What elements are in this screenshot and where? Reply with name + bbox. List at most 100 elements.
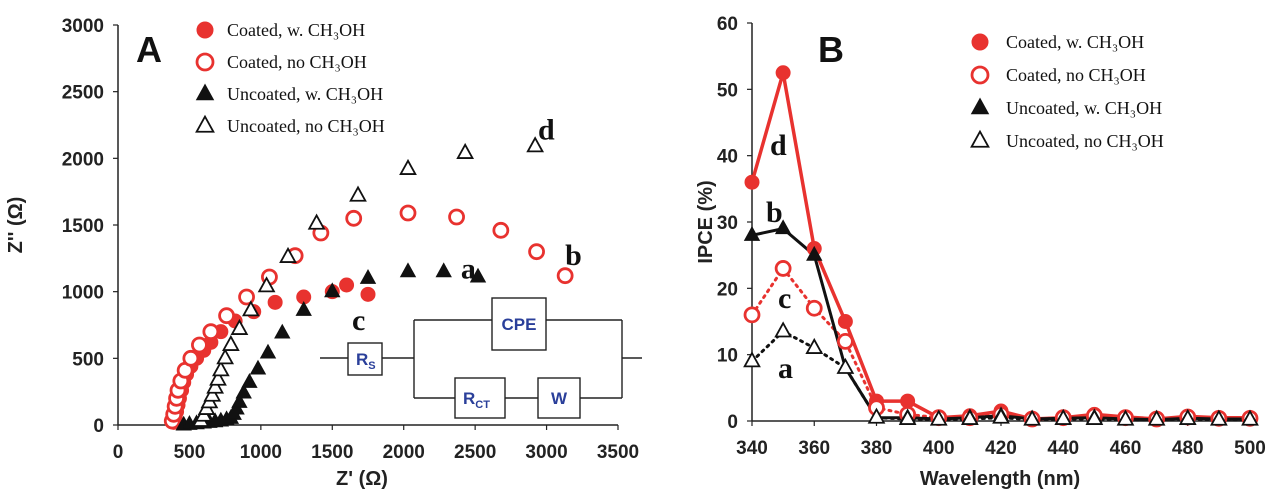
panel-a-data-point-a bbox=[279, 246, 297, 263]
panel-a-data-point-b bbox=[435, 262, 452, 278]
panel-b-y-tick-label: 50 bbox=[717, 80, 738, 101]
panel-a-legend-label: Coated, w. CH₃OH bbox=[227, 20, 365, 40]
panel-a-data-point-a bbox=[307, 213, 326, 230]
panel-a-curve-label-a: a bbox=[461, 252, 476, 285]
panel-a-data-point-c bbox=[448, 208, 465, 226]
panel-a-y-tick-label: 2500 bbox=[62, 83, 104, 104]
panel-a-data-point-b bbox=[469, 267, 487, 283]
rs-element bbox=[347, 342, 383, 376]
panel-b-y-tick-label: 20 bbox=[717, 279, 738, 300]
panel-a-curve-label-d: d bbox=[538, 114, 555, 147]
panel-b-data-point-a bbox=[1054, 408, 1073, 425]
panel-a-legend-marker bbox=[195, 52, 215, 72]
panel-a-data-point-c bbox=[528, 243, 545, 261]
panel-a-eis-plot: A Z' (Ω) Z'' (Ω) 0 500 1000 1500 2000 2500 300… bbox=[5, 16, 642, 490]
panel-a-data-point-c bbox=[238, 288, 255, 306]
equivalent-circuit-inset bbox=[320, 297, 642, 419]
panel-b-legend-label: Coated, w. CH₃OH bbox=[1006, 32, 1144, 52]
panel-a-data-point-c bbox=[182, 349, 200, 367]
panel-b-legend-label: Uncoated, w. CH₃OH bbox=[1006, 98, 1162, 118]
panel-b-series-line-a bbox=[750, 329, 1252, 422]
panel-b-y-tick-label: 60 bbox=[717, 14, 738, 35]
panel-a-y-axis-label: Z'' (Ω) bbox=[5, 197, 27, 254]
panel-a-y-tick-label: 500 bbox=[72, 349, 104, 370]
w-element bbox=[537, 377, 581, 419]
panel-a-data-point-a bbox=[216, 348, 235, 365]
panel-b-series-line-b bbox=[751, 227, 1250, 422]
panel-b-curve-label-d: d bbox=[770, 129, 787, 162]
panel-a-data-point-b bbox=[235, 383, 252, 399]
cpe-label: CPE bbox=[502, 315, 537, 334]
panel-b-data-point-d bbox=[837, 314, 853, 329]
panel-b-x-axis-label: Wavelength (nm) bbox=[920, 468, 1080, 490]
panel-a-data-point-c bbox=[345, 209, 363, 227]
panel-a-x-tick-label: 3000 bbox=[525, 442, 567, 463]
panel-a-data-point-a bbox=[241, 300, 260, 317]
panel-a-data-point-b bbox=[359, 269, 377, 284]
panel-b-ipce-plot: B Wavelength (nm) IPCE (%) 340 360 380 400 4… bbox=[695, 14, 1266, 490]
panel-a-data-point-b bbox=[259, 343, 277, 359]
panel-b-data-point-a bbox=[1147, 409, 1166, 426]
panel-b-data-point-a bbox=[992, 407, 1010, 424]
panel-b-data-point-a bbox=[929, 409, 948, 426]
panel-b-data-point-c bbox=[805, 299, 823, 317]
panel-a-legend-marker bbox=[195, 83, 215, 101]
panel-b-y-tick-label: 40 bbox=[717, 147, 738, 168]
panel-a-legend-label: Uncoated, w. CH₃OH bbox=[227, 84, 383, 104]
panel-a-data-point-a bbox=[230, 318, 249, 335]
panel-b-x-tick-label: 380 bbox=[861, 438, 893, 459]
rct-label: RCT bbox=[463, 389, 490, 411]
panel-b-data-point-a bbox=[1116, 409, 1135, 426]
panel-b-x-tick-label: 440 bbox=[1047, 438, 1079, 459]
panel-a-x-tick-label: 2000 bbox=[383, 442, 425, 463]
panel-a-legend-marker bbox=[196, 21, 214, 39]
panel-b-curve-label-a: a bbox=[778, 352, 793, 385]
panel-b-x-tick-label: 360 bbox=[798, 438, 830, 459]
panel-a-y-tick-label: 1500 bbox=[62, 216, 104, 237]
panel-a-data-point-a bbox=[203, 385, 222, 402]
panel-a-data-point-c bbox=[556, 267, 574, 285]
panel-b-y-axis-label: IPCE (%) bbox=[695, 180, 717, 263]
panel-b-data-point-a bbox=[1209, 409, 1228, 426]
panel-a-legend-label: Uncoated, no CH₃OH bbox=[227, 116, 385, 136]
panel-b-legend-marker bbox=[970, 65, 990, 85]
panel-a-data-point-b bbox=[249, 359, 267, 375]
panel-b-series-line-d bbox=[750, 71, 1250, 421]
panel-a-data-point-a bbox=[456, 142, 475, 159]
panel-a-data-point-a bbox=[526, 136, 545, 153]
panel-b-x-tick-label: 400 bbox=[923, 438, 955, 459]
panel-b-data-point-c bbox=[836, 332, 854, 350]
panel-a-y-tick-label: 0 bbox=[93, 416, 104, 437]
panel-b-data-point-b bbox=[806, 245, 823, 261]
panel-a-x-tick-label: 1000 bbox=[240, 442, 282, 463]
panel-b-data-point-b bbox=[774, 219, 792, 235]
w-label: W bbox=[551, 389, 568, 408]
panel-a-legend-marker bbox=[195, 114, 215, 133]
panel-b-data-point-a bbox=[805, 337, 824, 354]
panel-b-data-point-d bbox=[775, 65, 791, 81]
panel-a-data-point-c bbox=[191, 336, 208, 354]
panel-b-x-tick-label: 460 bbox=[1110, 438, 1142, 459]
panel-b-data-point-a bbox=[960, 408, 979, 425]
panel-b-data-point-a bbox=[1241, 409, 1259, 426]
panel-b-data-point-a bbox=[1023, 409, 1042, 426]
panel-a-data-point-a bbox=[257, 276, 276, 293]
panel-b-x-tick-label: 500 bbox=[1234, 438, 1266, 459]
panel-a-x-tick-label: 2500 bbox=[454, 442, 496, 463]
panel-a-y-tick-label: 2000 bbox=[62, 149, 104, 170]
panel-a-data-point-d bbox=[339, 277, 355, 293]
panel-b-data-point-a bbox=[1085, 408, 1104, 425]
panel-b-legend-marker bbox=[971, 33, 989, 51]
rs-label: RS bbox=[356, 350, 376, 372]
panel-b-series-line-c bbox=[750, 266, 1252, 421]
panel-b-data-point-a bbox=[898, 408, 917, 425]
panel-b-curve-label-b: b bbox=[766, 196, 783, 229]
panel-a-data-point-a bbox=[209, 369, 227, 386]
panel-b-label: B bbox=[818, 29, 844, 70]
panel-b-data-point-a bbox=[743, 351, 761, 368]
panel-a-x-tick-label: 1500 bbox=[311, 442, 353, 463]
panel-b-y-tick-label: 0 bbox=[727, 412, 738, 433]
panel-a-data-point-d bbox=[267, 294, 283, 310]
panel-a-data-point-a bbox=[211, 360, 230, 377]
